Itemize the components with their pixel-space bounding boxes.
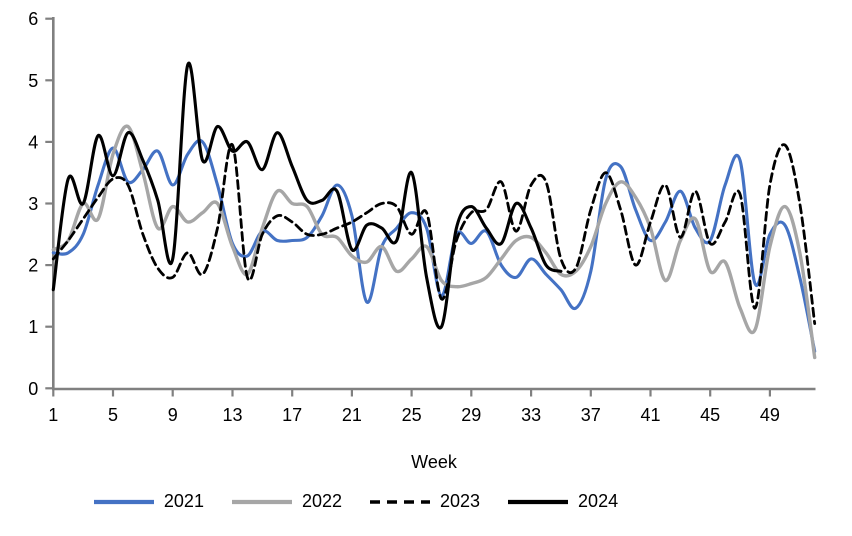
legend-item-2023: 2023 xyxy=(368,491,480,512)
legend-line-sample-2022 xyxy=(231,499,292,504)
legend-label-2022: 2022 xyxy=(301,491,342,511)
legend-line-sample-2024 xyxy=(508,499,569,504)
x-tick-label: 9 xyxy=(168,405,178,425)
x-tick-label: 29 xyxy=(461,405,481,425)
x-tick-label: 25 xyxy=(402,405,422,425)
x-tick-label: 13 xyxy=(222,405,242,425)
x-axis-title: Week xyxy=(411,452,457,472)
series-line-2024 xyxy=(51,61,563,330)
legend-item-2024: 2024 xyxy=(506,491,618,512)
x-tick-label: 41 xyxy=(640,405,660,425)
y-tick-label: 6 xyxy=(28,9,38,29)
legend-line-sample-2021 xyxy=(93,499,154,504)
legend-item-2021: 2021 xyxy=(92,491,204,512)
y-tick-label: 1 xyxy=(28,317,38,337)
legend: 2021 2022 2023 2024 xyxy=(0,491,710,512)
y-tick-label: 2 xyxy=(28,256,38,276)
x-tick-label: 37 xyxy=(581,405,601,425)
legend-item-2022: 2022 xyxy=(230,491,342,512)
x-tick-label: 5 xyxy=(108,405,118,425)
x-tick-label: 49 xyxy=(760,405,780,425)
legend-label-2021: 2021 xyxy=(163,491,204,511)
legend-label-2024: 2024 xyxy=(578,491,619,511)
y-tick-label: 3 xyxy=(28,194,38,214)
series-line-2022 xyxy=(51,124,817,360)
y-tick-label: 5 xyxy=(28,71,38,91)
x-tick-label: 1 xyxy=(48,405,58,425)
legend-line-sample-2023 xyxy=(370,499,430,504)
legend-label-2023: 2023 xyxy=(440,491,481,511)
x-tick-label: 45 xyxy=(700,405,720,425)
y-tick-label: 4 xyxy=(28,132,38,152)
x-tick-label: 21 xyxy=(342,405,362,425)
series-line-2023 xyxy=(51,143,817,325)
x-tick-label: 17 xyxy=(282,405,302,425)
y-tick-label: 0 xyxy=(28,379,38,399)
x-tick-label: 33 xyxy=(521,405,541,425)
